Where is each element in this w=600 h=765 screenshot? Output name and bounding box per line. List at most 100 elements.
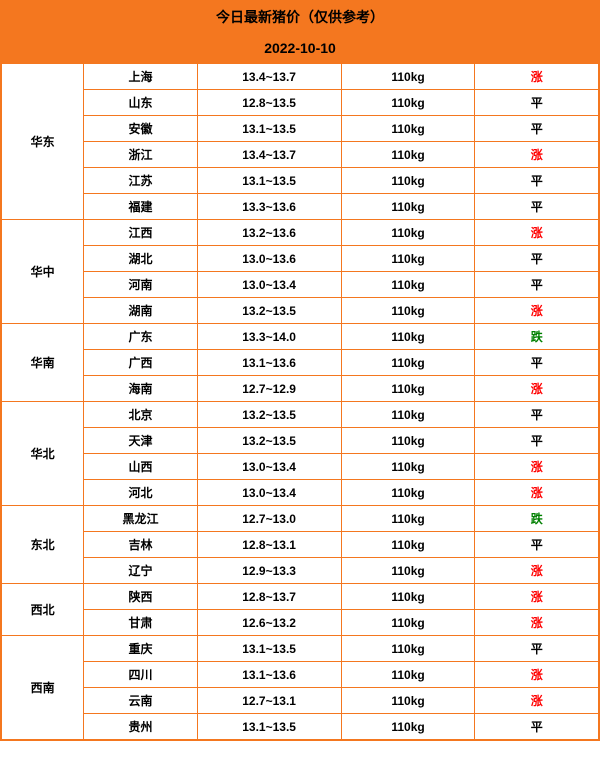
weight-cell: 110kg bbox=[341, 168, 475, 194]
weight-cell: 110kg bbox=[341, 480, 475, 506]
price-cell: 12.6~13.2 bbox=[197, 610, 341, 636]
trend-cell: 涨 bbox=[475, 376, 599, 402]
price-cell: 12.7~12.9 bbox=[197, 376, 341, 402]
region-cell: 华中 bbox=[2, 220, 84, 324]
table-row: 西南重庆13.1~13.5110kg平 bbox=[2, 636, 599, 662]
province-cell: 湖南 bbox=[84, 298, 197, 324]
province-cell: 云南 bbox=[84, 688, 197, 714]
price-cell: 13.1~13.5 bbox=[197, 714, 341, 740]
table-row: 天津13.2~13.5110kg平 bbox=[2, 428, 599, 454]
table-row: 江苏13.1~13.5110kg平 bbox=[2, 168, 599, 194]
weight-cell: 110kg bbox=[341, 324, 475, 350]
trend-cell: 涨 bbox=[475, 142, 599, 168]
province-cell: 吉林 bbox=[84, 532, 197, 558]
price-cell: 12.9~13.3 bbox=[197, 558, 341, 584]
price-cell: 13.4~13.7 bbox=[197, 64, 341, 90]
province-cell: 福建 bbox=[84, 194, 197, 220]
weight-cell: 110kg bbox=[341, 220, 475, 246]
province-cell: 安徽 bbox=[84, 116, 197, 142]
province-cell: 江西 bbox=[84, 220, 197, 246]
price-cell: 13.1~13.5 bbox=[197, 168, 341, 194]
table-row: 福建13.3~13.6110kg平 bbox=[2, 194, 599, 220]
trend-cell: 平 bbox=[475, 194, 599, 220]
table-row: 河北13.0~13.4110kg涨 bbox=[2, 480, 599, 506]
price-cell: 13.3~13.6 bbox=[197, 194, 341, 220]
price-cell: 12.8~13.7 bbox=[197, 584, 341, 610]
province-cell: 重庆 bbox=[84, 636, 197, 662]
weight-cell: 110kg bbox=[341, 90, 475, 116]
trend-cell: 跌 bbox=[475, 324, 599, 350]
trend-cell: 涨 bbox=[475, 610, 599, 636]
region-cell: 华南 bbox=[2, 324, 84, 402]
weight-cell: 110kg bbox=[341, 246, 475, 272]
province-cell: 北京 bbox=[84, 402, 197, 428]
table-row: 华中江西13.2~13.6110kg涨 bbox=[2, 220, 599, 246]
trend-cell: 平 bbox=[475, 636, 599, 662]
trend-cell: 涨 bbox=[475, 584, 599, 610]
trend-cell: 平 bbox=[475, 428, 599, 454]
table-row: 华北北京13.2~13.5110kg平 bbox=[2, 402, 599, 428]
price-cell: 12.7~13.0 bbox=[197, 506, 341, 532]
table-row: 东北黑龙江12.7~13.0110kg跌 bbox=[2, 506, 599, 532]
price-cell: 13.1~13.5 bbox=[197, 636, 341, 662]
province-cell: 黑龙江 bbox=[84, 506, 197, 532]
province-cell: 湖北 bbox=[84, 246, 197, 272]
trend-cell: 平 bbox=[475, 272, 599, 298]
weight-cell: 110kg bbox=[341, 532, 475, 558]
price-cell: 12.7~13.1 bbox=[197, 688, 341, 714]
price-cell: 13.4~13.7 bbox=[197, 142, 341, 168]
weight-cell: 110kg bbox=[341, 584, 475, 610]
trend-cell: 平 bbox=[475, 246, 599, 272]
province-cell: 山东 bbox=[84, 90, 197, 116]
weight-cell: 110kg bbox=[341, 714, 475, 740]
table-row: 华南广东13.3~14.0110kg跌 bbox=[2, 324, 599, 350]
table-row: 云南12.7~13.1110kg涨 bbox=[2, 688, 599, 714]
weight-cell: 110kg bbox=[341, 558, 475, 584]
province-cell: 贵州 bbox=[84, 714, 197, 740]
weight-cell: 110kg bbox=[341, 506, 475, 532]
price-cell: 13.0~13.4 bbox=[197, 272, 341, 298]
weight-cell: 110kg bbox=[341, 272, 475, 298]
price-cell: 13.2~13.5 bbox=[197, 298, 341, 324]
region-cell: 西南 bbox=[2, 636, 84, 740]
weight-cell: 110kg bbox=[341, 636, 475, 662]
price-cell: 13.0~13.6 bbox=[197, 246, 341, 272]
trend-cell: 涨 bbox=[475, 298, 599, 324]
weight-cell: 110kg bbox=[341, 662, 475, 688]
table-row: 华东上海13.4~13.7110kg涨 bbox=[2, 64, 599, 90]
trend-cell: 平 bbox=[475, 402, 599, 428]
trend-cell: 跌 bbox=[475, 506, 599, 532]
table-row: 贵州13.1~13.5110kg平 bbox=[2, 714, 599, 740]
province-cell: 甘肃 bbox=[84, 610, 197, 636]
price-cell: 13.1~13.6 bbox=[197, 350, 341, 376]
trend-cell: 平 bbox=[475, 532, 599, 558]
table-row: 浙江13.4~13.7110kg涨 bbox=[2, 142, 599, 168]
province-cell: 海南 bbox=[84, 376, 197, 402]
region-cell: 华东 bbox=[2, 64, 84, 220]
weight-cell: 110kg bbox=[341, 610, 475, 636]
province-cell: 四川 bbox=[84, 662, 197, 688]
weight-cell: 110kg bbox=[341, 194, 475, 220]
trend-cell: 平 bbox=[475, 90, 599, 116]
province-cell: 河北 bbox=[84, 480, 197, 506]
price-table-container: 今日最新猪价（仅供参考） 2022-10-10 华东上海13.4~13.7110… bbox=[0, 0, 600, 741]
table-row: 山东12.8~13.5110kg平 bbox=[2, 90, 599, 116]
table-row: 广西13.1~13.6110kg平 bbox=[2, 350, 599, 376]
table-row: 海南12.7~12.9110kg涨 bbox=[2, 376, 599, 402]
weight-cell: 110kg bbox=[341, 350, 475, 376]
table-row: 四川13.1~13.6110kg涨 bbox=[2, 662, 599, 688]
trend-cell: 涨 bbox=[475, 220, 599, 246]
table-row: 西北陕西12.8~13.7110kg涨 bbox=[2, 584, 599, 610]
trend-cell: 涨 bbox=[475, 662, 599, 688]
trend-cell: 平 bbox=[475, 714, 599, 740]
weight-cell: 110kg bbox=[341, 142, 475, 168]
price-cell: 12.8~13.5 bbox=[197, 90, 341, 116]
table-row: 安徽13.1~13.5110kg平 bbox=[2, 116, 599, 142]
province-cell: 陕西 bbox=[84, 584, 197, 610]
price-cell: 13.2~13.5 bbox=[197, 428, 341, 454]
table-row: 湖北13.0~13.6110kg平 bbox=[2, 246, 599, 272]
trend-cell: 平 bbox=[475, 168, 599, 194]
weight-cell: 110kg bbox=[341, 688, 475, 714]
weight-cell: 110kg bbox=[341, 298, 475, 324]
province-cell: 广东 bbox=[84, 324, 197, 350]
